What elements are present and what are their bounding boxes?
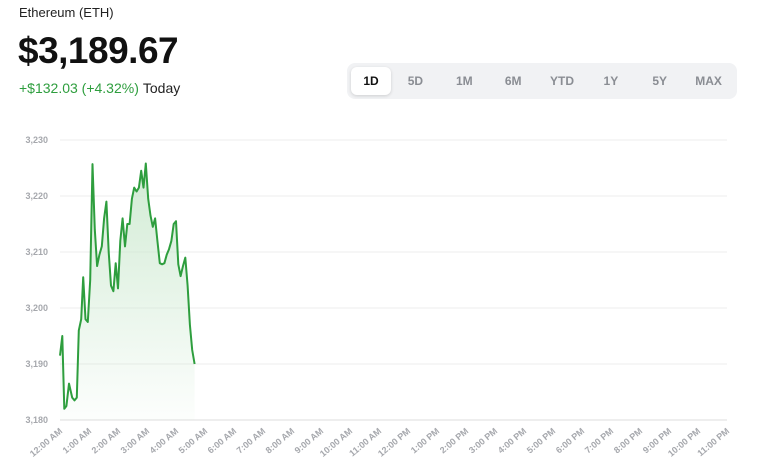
x-tick-label: 1:00 AM [61, 426, 94, 456]
current-price: $3,189.67 [18, 30, 179, 71]
x-tick-label: 3:00 AM [119, 426, 152, 456]
price-line [59, 162, 196, 410]
range-tab-1y[interactable]: 1Y [603, 74, 619, 88]
x-tick-label: 8:00 AM [264, 426, 297, 456]
y-tick-label: 3,230 [25, 135, 48, 145]
x-tick-label: 6:00 AM [206, 426, 239, 456]
y-tick-label: 3,220 [25, 191, 48, 201]
x-tick-label: 1:00 PM [409, 426, 441, 456]
x-tick-label: 3:00 PM [467, 426, 499, 456]
x-tick-label: 5:00 AM [177, 426, 210, 456]
x-tick-label: 5:00 PM [525, 426, 557, 456]
change-period: Today [142, 80, 181, 96]
range-tab-1m[interactable]: 1M [455, 74, 473, 88]
x-tick-label: 12:00 AM [28, 426, 64, 459]
price-change: +$132.03 (+4.32%) [19, 80, 139, 96]
range-tab-5d[interactable]: 5D [407, 74, 424, 88]
x-tick-label: 8:00 PM [612, 426, 644, 456]
x-tick-label: 7:00 AM [235, 426, 268, 456]
price-series-line [59, 162, 196, 410]
x-tick-label: 11:00 PM [695, 426, 731, 458]
range-tab-5y[interactable]: 5Y [652, 74, 668, 88]
x-tick-label: 2:00 PM [438, 426, 470, 456]
y-tick-label: 3,180 [25, 415, 48, 425]
price-area-fill [60, 163, 195, 420]
range-tab-1d[interactable]: 1D [351, 67, 391, 95]
asset-name: Ethereum (ETH) [19, 5, 114, 20]
range-tab-max[interactable]: MAX [695, 74, 722, 88]
x-tick-label: 6:00 PM [554, 426, 586, 456]
y-tick-label: 3,200 [25, 303, 48, 313]
x-tick-label: 4:00 AM [148, 426, 181, 456]
y-tick-label: 3,210 [25, 247, 48, 257]
x-tick-label: 7:00 PM [583, 426, 615, 456]
y-tick-label: 3,190 [25, 359, 48, 369]
x-tick-label: 4:00 PM [496, 426, 528, 456]
x-tick-label: 2:00 AM [90, 426, 123, 456]
price-area [60, 163, 195, 420]
price-change-row: +$132.03 (+4.32%) Today [19, 80, 180, 96]
x-tick-label: 12:00 PM [376, 426, 412, 459]
time-range-selector: 1D 5D 1M 6M YTD 1Y 5Y MAX [347, 63, 737, 99]
y-axis-ticks: 3,180 3,190 3,200 3,210 3,220 3,230 [25, 135, 48, 425]
range-tab-ytd[interactable]: YTD [550, 74, 574, 88]
range-tab-6m[interactable]: 6M [504, 74, 522, 88]
x-axis-ticks: 12:00 AM1:00 AM2:00 AM3:00 AM4:00 AM5:00… [28, 426, 731, 459]
